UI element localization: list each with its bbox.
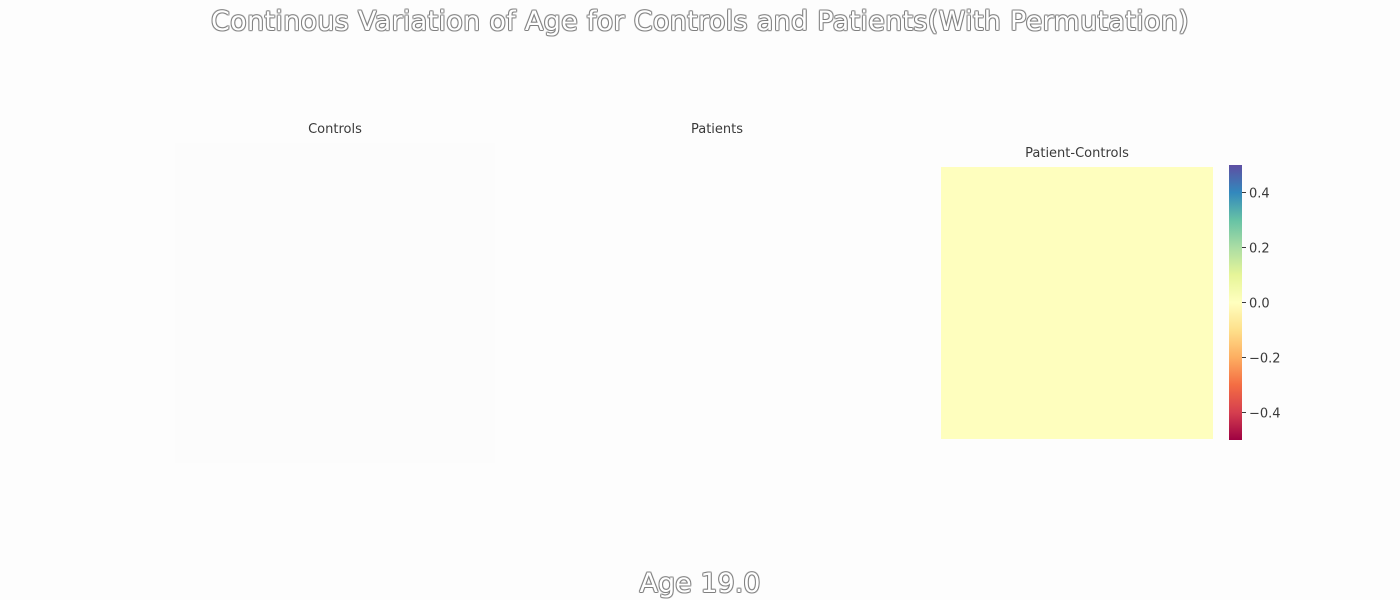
colorbar-tick-label: −0.2 (1249, 352, 1281, 367)
patient-controls-heatmap (941, 167, 1213, 439)
patients-heatmap-area (497, 143, 882, 463)
age-label: Age 19.0 (639, 568, 761, 599)
colorbar (1229, 165, 1242, 440)
colorbar-tick-label: 0.4 (1249, 187, 1270, 202)
colorbar-tick-label: 0.2 (1249, 242, 1270, 257)
colorbar-ticks: 0.4 0.2 0.0 −0.2 −0.4 (1242, 187, 1281, 422)
heatmap-cell (941, 167, 1213, 439)
colorbar-tick-label: −0.4 (1249, 407, 1281, 422)
figure-title: Continous Variation of Age for Controls … (211, 6, 1189, 37)
panel-title-controls: Controls (308, 122, 362, 137)
controls-heatmap-area (175, 143, 495, 463)
panel-title-patients: Patients (690, 122, 744, 137)
colorbar-tick-label: 0.0 (1249, 297, 1270, 312)
panel-title-patient-controls: Patient-Controls (1025, 146, 1129, 161)
